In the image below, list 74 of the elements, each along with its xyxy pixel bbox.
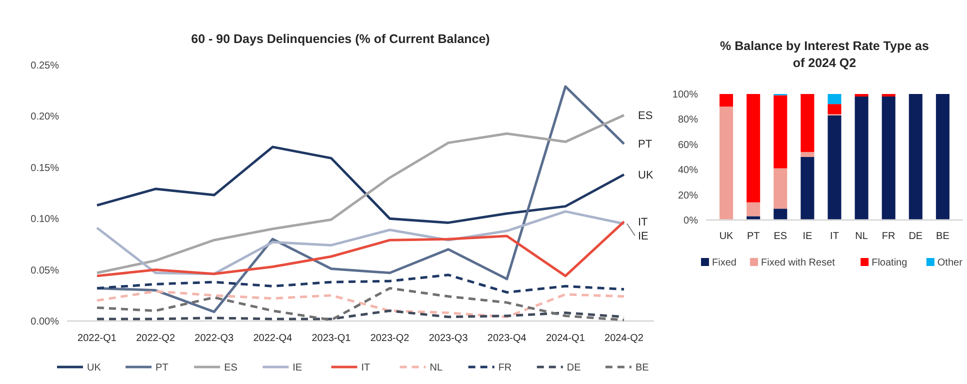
bar [746, 216, 760, 220]
legend-label: DE [566, 362, 582, 374]
bar [908, 94, 922, 220]
legend-label: Fixed with Reset [761, 258, 836, 268]
y-tick-label: 0% [684, 216, 698, 226]
x-tick-label: ES [774, 231, 788, 242]
x-tick-label: UK [719, 231, 734, 242]
bar [854, 96, 868, 220]
bar [720, 106, 734, 220]
bar [882, 96, 896, 220]
x-tick-label: 2023-Q3 [428, 333, 468, 344]
bar [774, 95, 788, 168]
x-tick-label: DE [908, 231, 923, 242]
bar [720, 94, 734, 107]
bar [800, 94, 814, 152]
legend-label: ES [224, 362, 238, 374]
bar [854, 94, 868, 97]
y-tick-label: 0.10% [30, 214, 60, 226]
bar [882, 94, 896, 97]
y-tick-label: 40% [678, 165, 698, 176]
bar [774, 208, 788, 220]
x-tick-label: PT [746, 231, 760, 242]
bar [774, 168, 788, 209]
bar [800, 157, 814, 220]
legend-label: IT [361, 362, 370, 374]
y-tick-label: 20% [678, 190, 698, 202]
line-series [96, 146, 626, 224]
bar [936, 94, 950, 220]
bar [800, 152, 814, 157]
text: UK [638, 169, 654, 182]
x-tick-label: 2023-Q4 [487, 333, 527, 344]
x-tick-label: NL [855, 231, 868, 242]
x-tick-label: FR [882, 231, 896, 242]
y-tick-label: 0.25% [30, 60, 60, 72]
bar [746, 202, 760, 216]
x-tick-label: 2022-Q4 [253, 333, 293, 344]
bar [828, 104, 842, 114]
x-tick-label: 2022-Q3 [194, 333, 234, 344]
legend-label: FR [498, 362, 512, 374]
legend-label: PT [156, 362, 168, 374]
chart-title: 60 - 90 Days Delinquencies (% of Current Balance) [191, 32, 490, 46]
y-tick-label: 80% [678, 114, 698, 126]
line-series [96, 220, 626, 278]
y-tick-label: 0.00% [30, 316, 60, 328]
legend-label: Other [937, 258, 964, 268]
y-tick-label: 100% [672, 90, 698, 100]
legend-label: Floating [872, 258, 908, 268]
bar [828, 115, 842, 220]
legend-label: BE [635, 362, 650, 374]
x-tick-label: 2024-Q1 [546, 333, 586, 344]
bar [746, 94, 760, 202]
x-tick-label: IE [802, 231, 812, 242]
line-series [96, 114, 626, 274]
x-tick-label: 2022-Q1 [78, 333, 117, 344]
legend-label: Fixed [712, 258, 736, 268]
legend-label: UK [87, 362, 102, 374]
text: ES [638, 110, 653, 122]
y-tick-label: 0.15% [30, 162, 60, 174]
line-series [96, 274, 626, 294]
legend-label: NL [430, 362, 443, 374]
chart-title: % Balance by Interest Rate Type as of 2024 Q2 [720, 39, 929, 70]
text: IT [638, 216, 648, 229]
x-tick-label: 2024-Q2 [604, 333, 644, 344]
y-tick-label: 60% [678, 140, 698, 151]
x-tick-label: 2022-Q2 [136, 333, 176, 344]
x-tick-label: IT [830, 231, 839, 242]
bar [828, 94, 842, 104]
x-tick-label: BE [936, 231, 950, 242]
x-tick-label: 2023-Q2 [370, 333, 410, 344]
y-tick-label: 0.20% [30, 112, 60, 123]
x-tick-label: 2023-Q1 [312, 333, 352, 344]
y-tick-label: 0.05% [30, 265, 60, 276]
legend-label: IE [292, 362, 302, 374]
text: PT [638, 138, 652, 151]
